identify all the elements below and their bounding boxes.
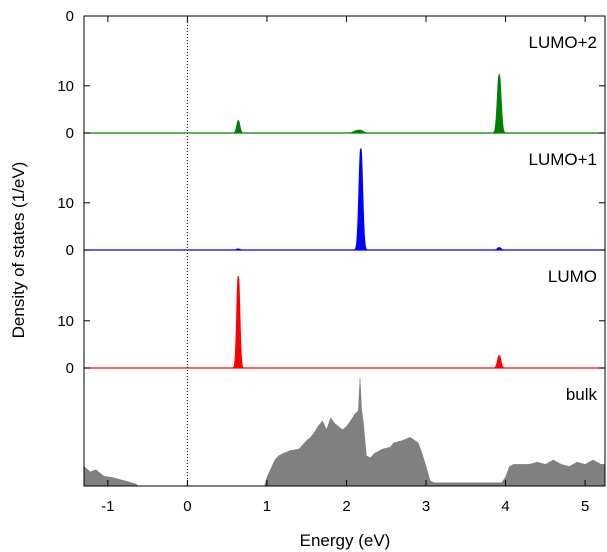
series-lumoplus-1-area [84,148,605,251]
x-tick-label: 5 [581,498,589,515]
panel-label: LUMO+1 [529,150,598,169]
x-axis-label: Energy (eV) [300,531,391,550]
panel-lumo: LUMO 0 10 [57,267,605,377]
series-bulk-area [83,377,606,487]
x-tick-label: 1 [263,498,271,515]
panels-layer: LUMO+2 0 10 0 LUMO+1 0 10 LUMO 0 10 bulk [57,8,606,487]
x-tick-label: 2 [342,498,350,515]
panel-label: LUMO [548,267,597,286]
x-tick-label: 4 [501,498,509,515]
y-tick-label: 0 [66,242,74,259]
y-tick-label-top: 0 [66,8,74,25]
x-tick-label: 3 [422,498,430,515]
y-tick-label: 0 [66,360,74,377]
panel-lumoplus-2: LUMO+2 0 10 0 [57,8,605,142]
x-tick-label: 0 [183,498,191,515]
y-tick-label: 10 [57,195,74,212]
plot-border [83,15,606,487]
y-tick-label: 10 [57,313,74,330]
series-lumoplus-2-area [84,73,605,134]
series-lumo-area [84,276,605,369]
y-tick-label: 10 [57,78,74,95]
y-tick-label: 0 [66,125,74,142]
x-tick-label: -1 [101,498,114,515]
panel-label: LUMO+2 [529,33,598,52]
y-axis-label: Density of states (1/eV) [9,162,28,339]
panel-label: bulk [566,385,598,404]
panel-lumoplus-1: LUMO+1 0 10 [57,148,605,259]
panel-bulk: bulk [83,377,606,487]
plot-frame: -1 0 1 2 3 4 5 [83,15,606,515]
